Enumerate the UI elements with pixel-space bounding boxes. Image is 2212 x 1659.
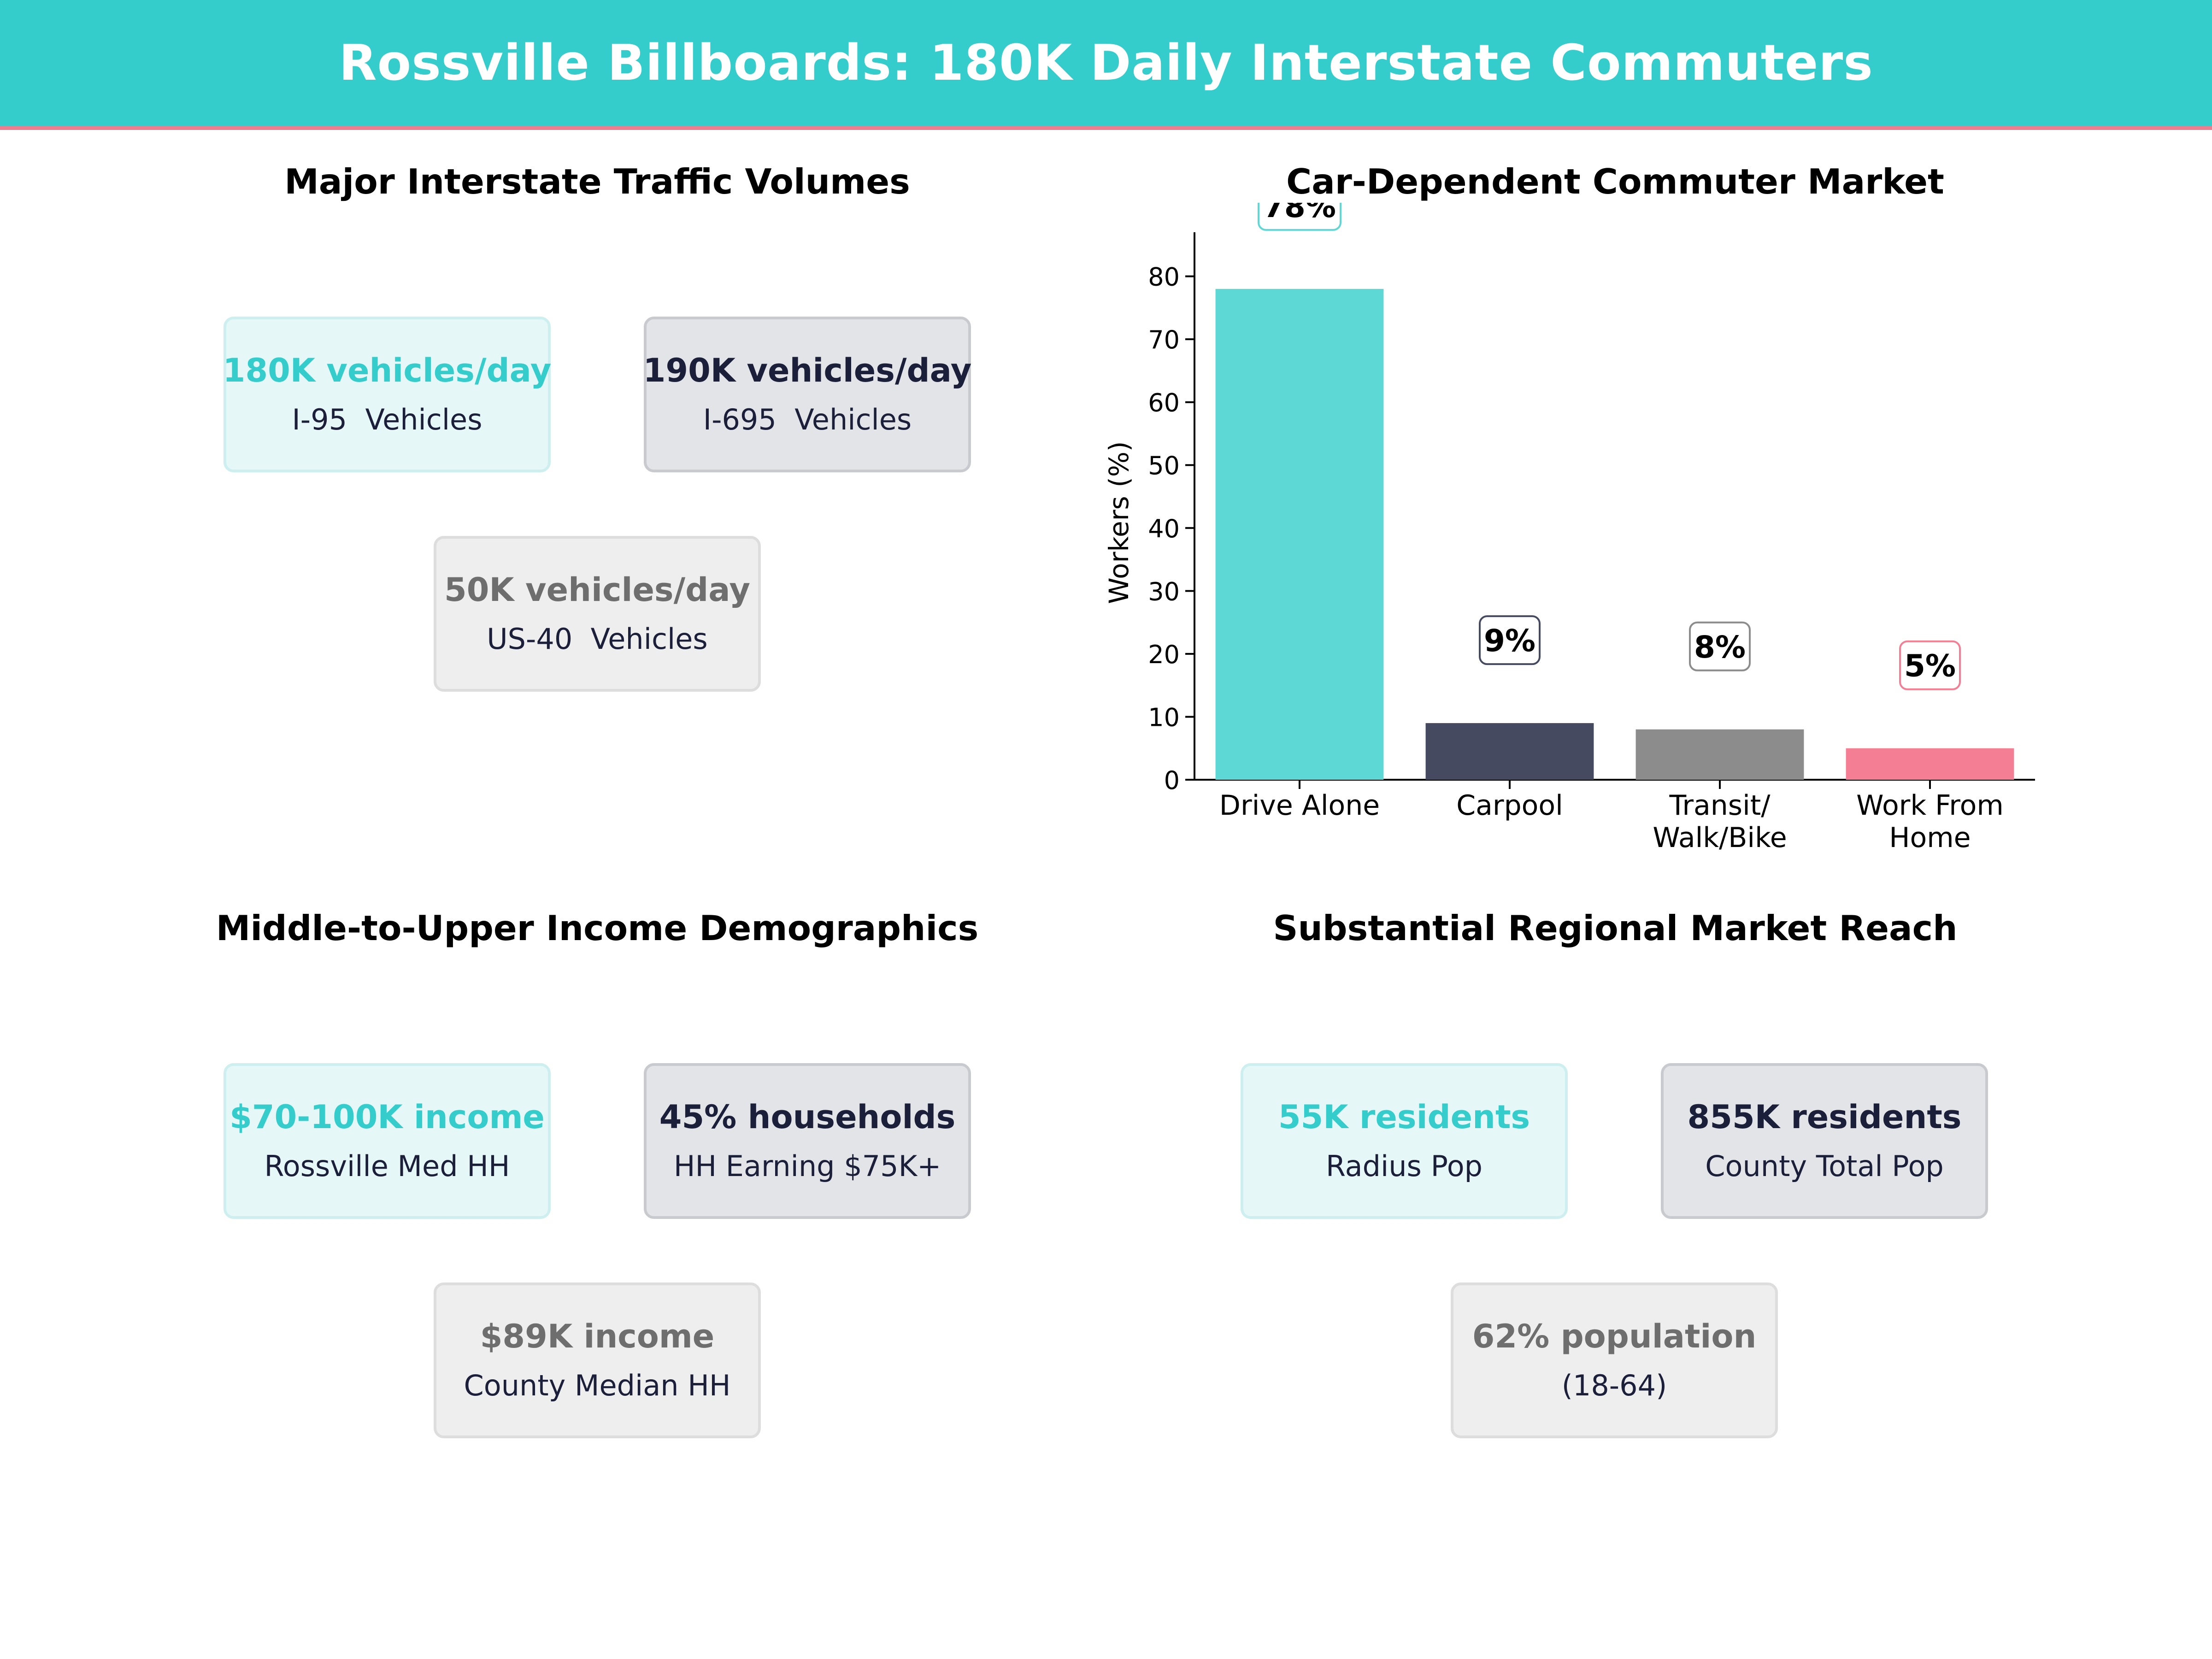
y-tick-label: 0: [1164, 766, 1180, 795]
card-value: 62% population: [1472, 1318, 1757, 1356]
rossville-income-card: $70-100K income Rossville Med HH: [224, 1063, 551, 1219]
x-tick-label: Transit/Walk/Bike: [1653, 789, 1787, 854]
commute-mode-bar-chart: 0 10 20 30 40 50 60 70 80 Workers (%) Drive Alone 7…: [1103, 203, 2035, 854]
card-label: County Median HH: [464, 1369, 731, 1403]
county-pop-card: 855K residents County Total Pop: [1661, 1063, 1988, 1219]
working-age-card: 62% population (18-64): [1451, 1282, 1778, 1438]
card-value: 190K vehicles/day: [643, 352, 972, 390]
radius-pop-card: 55K residents Radius Pop: [1241, 1063, 1568, 1219]
card-label: Rossville Med HH: [264, 1149, 510, 1183]
bar: [1846, 748, 2014, 780]
y-tick-label: 50: [1148, 451, 1180, 480]
data-label-box: [1899, 640, 1961, 690]
card-value: 50K vehicles/day: [444, 571, 750, 609]
reach-panel-title: Substantial Regional Market Reach: [1273, 908, 1958, 948]
card-value: 855K residents: [1687, 1098, 1962, 1136]
card-value: 55K residents: [1278, 1098, 1530, 1136]
data-label: 5%: [1904, 648, 1956, 684]
i95-traffic-card: 180K vehicles/day I-95 Vehicles: [223, 317, 552, 472]
card-value: 180K vehicles/day: [223, 352, 552, 390]
card-value: 45% households: [659, 1098, 956, 1136]
income-panel-title: Middle-to-Upper Income Demographics: [216, 908, 979, 948]
y-axis-label: Workers (%): [1103, 441, 1135, 604]
card-label: US-40 Vehicles: [487, 622, 708, 656]
data-label: 8%: [1694, 629, 1746, 665]
card-label: Radius Pop: [1325, 1149, 1483, 1183]
card-value: $89K income: [480, 1318, 715, 1356]
card-label: HH Earning $75K+: [673, 1149, 941, 1183]
county-income-card: $89K income County Median HH: [434, 1282, 761, 1438]
data-label: 9%: [1484, 623, 1535, 659]
card-label: County Total Pop: [1705, 1149, 1944, 1183]
y-tick-label: 20: [1148, 640, 1180, 669]
page-title: Rossville Billboards: 180K Daily Interst…: [339, 35, 1873, 92]
y-tick-label: 40: [1148, 514, 1180, 543]
data-label-box: [1258, 203, 1341, 231]
bar: [1635, 729, 1804, 780]
us40-traffic-card: 50K vehicles/day US-40 Vehicles: [434, 536, 761, 692]
bar: [1215, 288, 1384, 780]
y-tick-label: 30: [1148, 577, 1180, 606]
y-tick-label: 60: [1148, 388, 1180, 418]
bar: [1425, 723, 1594, 780]
x-tick-label: Carpool: [1456, 789, 1563, 822]
y-tick-label: 70: [1148, 325, 1180, 354]
traffic-panel-title: Major Interstate Traffic Volumes: [284, 161, 910, 202]
data-label-box: [1689, 621, 1751, 671]
data-label: 78%: [1263, 203, 1336, 224]
i695-traffic-card: 190K vehicles/day I-695 Vehicles: [643, 317, 972, 472]
y-tick-label: 10: [1148, 703, 1180, 732]
x-tick-label: Drive Alone: [1219, 789, 1380, 822]
card-value: $70-100K income: [229, 1098, 545, 1136]
x-tick-label: Work From Home: [1856, 789, 2004, 854]
data-label-box: [1479, 615, 1541, 665]
y-tick-label: 80: [1148, 263, 1180, 292]
households-75k-card: 45% households HH Earning $75K+: [644, 1063, 971, 1219]
card-label: I-95 Vehicles: [292, 403, 482, 437]
card-label: I-695 Vehicles: [703, 403, 912, 437]
card-label: (18-64): [1561, 1369, 1667, 1403]
header-banner: Rossville Billboards: 180K Daily Interst…: [0, 0, 2212, 130]
chart-panel-title: Car-Dependent Commuter Market: [1286, 161, 1944, 202]
